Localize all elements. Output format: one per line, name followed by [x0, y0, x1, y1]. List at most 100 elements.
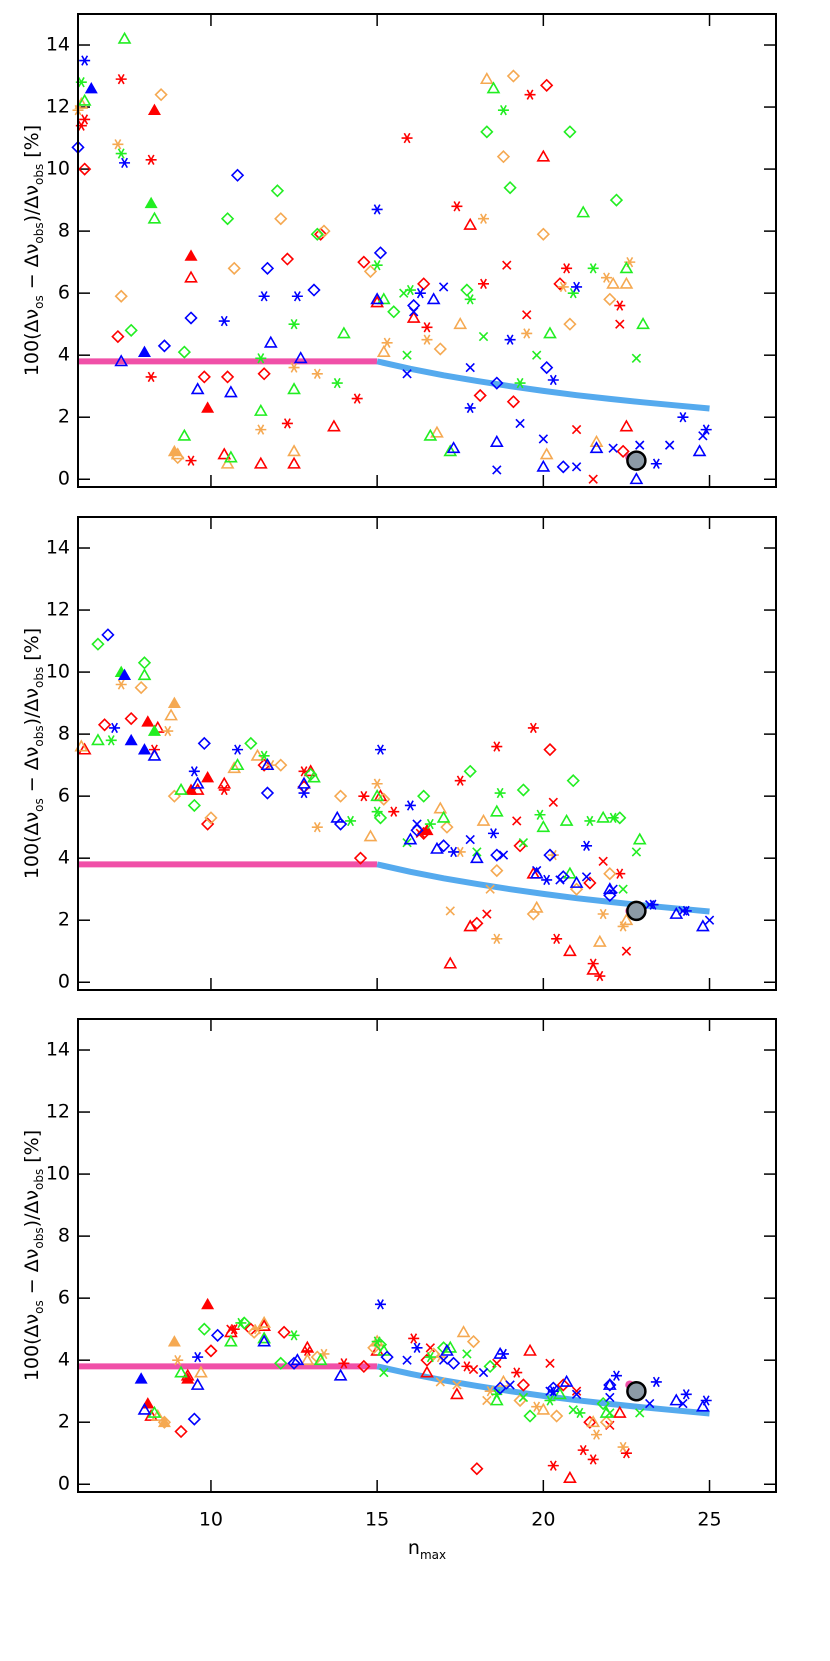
point — [147, 211, 162, 224]
point — [79, 55, 91, 66]
point — [523, 1343, 537, 1356]
point — [591, 1429, 603, 1440]
model-line — [376, 1363, 710, 1417]
point — [406, 310, 421, 323]
point — [327, 419, 341, 432]
point — [551, 933, 563, 945]
point — [333, 817, 348, 831]
point — [257, 367, 271, 381]
point — [147, 103, 161, 116]
point — [145, 154, 157, 165]
point — [620, 1448, 632, 1459]
point — [274, 1356, 288, 1370]
x-tick-label: 25 — [697, 1509, 721, 1531]
point — [438, 282, 449, 292]
point — [338, 1358, 350, 1369]
point — [111, 329, 125, 344]
point — [192, 1351, 204, 1363]
point — [589, 441, 604, 454]
point — [430, 841, 444, 854]
point — [596, 1396, 610, 1411]
point — [700, 424, 712, 435]
point — [150, 1408, 165, 1421]
point — [119, 157, 131, 169]
point — [218, 784, 230, 796]
point — [91, 733, 105, 746]
point — [521, 328, 533, 339]
y-axis-label-part: 100(Δν — [21, 1314, 43, 1381]
y-axis-label-part: − Δν — [21, 1249, 43, 1301]
point — [497, 104, 509, 116]
point — [204, 811, 218, 825]
point — [379, 1367, 389, 1378]
point — [462, 1349, 472, 1359]
point — [598, 856, 608, 866]
y-axis-label-part: os — [32, 798, 46, 812]
point — [172, 1355, 184, 1366]
y-axis-label-part: 100(Δν — [21, 812, 43, 879]
point — [114, 289, 128, 303]
point — [420, 1365, 434, 1378]
point — [536, 227, 550, 241]
point — [162, 725, 174, 737]
y-tick-label: 8 — [58, 220, 70, 242]
point — [704, 915, 715, 925]
point — [226, 1324, 236, 1334]
point — [402, 369, 412, 379]
point — [247, 1325, 261, 1339]
point — [167, 789, 182, 803]
point — [594, 970, 606, 982]
point — [586, 1415, 601, 1428]
point — [464, 402, 476, 414]
point — [376, 344, 391, 358]
point — [576, 205, 591, 218]
point — [478, 331, 489, 342]
point — [181, 1372, 195, 1384]
point — [498, 850, 509, 860]
point — [485, 884, 495, 894]
point — [421, 322, 433, 333]
point — [571, 281, 583, 293]
point — [427, 1347, 441, 1361]
y-tick-label: 6 — [58, 785, 70, 807]
point — [224, 1334, 238, 1347]
point — [440, 1343, 454, 1356]
point — [635, 1408, 645, 1418]
y-tick-label: 10 — [46, 1163, 70, 1185]
x-axis-label-part: n — [408, 1537, 420, 1559]
point — [287, 1356, 301, 1370]
y-tick-label: 14 — [46, 537, 70, 559]
point — [624, 256, 636, 268]
point — [543, 326, 557, 339]
point — [217, 776, 232, 789]
y-axis-label-part: os — [32, 1300, 46, 1314]
point — [112, 139, 124, 150]
point — [486, 81, 501, 94]
point — [492, 1358, 502, 1368]
point — [543, 848, 557, 862]
point — [157, 1415, 171, 1428]
point — [288, 318, 300, 330]
point — [603, 292, 617, 306]
point — [612, 1405, 627, 1418]
point — [491, 933, 503, 945]
point — [494, 787, 506, 799]
point — [109, 722, 121, 734]
point — [463, 764, 477, 778]
point — [115, 73, 127, 85]
y-tick-label: 4 — [58, 847, 70, 869]
y-axis-label-part: [%] — [21, 125, 43, 164]
point — [357, 255, 371, 269]
point — [583, 1415, 597, 1429]
point — [515, 418, 525, 429]
point — [114, 354, 129, 367]
point — [619, 913, 634, 926]
point — [291, 291, 303, 302]
point — [503, 181, 517, 195]
y-axis-label: 100(Δνos − Δνobs)/Δνobs [%] — [21, 628, 46, 879]
point — [435, 1377, 445, 1387]
point — [363, 264, 378, 279]
point — [635, 440, 645, 450]
point — [695, 919, 710, 932]
